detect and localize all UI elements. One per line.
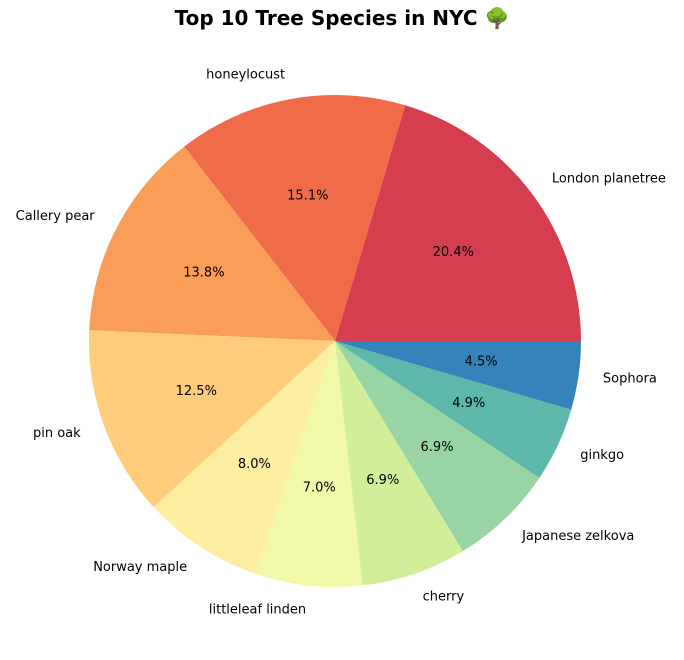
category-label-japanese-zelkova: Japanese zelkova xyxy=(521,529,634,544)
category-label-pin-oak: pin oak xyxy=(33,426,81,441)
percent-label-honeylocust: 15.1% xyxy=(287,188,328,203)
category-label-littleleaf-linden: littleleaf linden xyxy=(209,603,306,618)
pie-slices xyxy=(89,95,581,587)
category-label-cherry: cherry xyxy=(423,590,465,605)
pie-slice-norway-maple xyxy=(153,341,335,574)
pie-slice-cherry xyxy=(335,341,463,586)
percent-label-ginkgo: 4.9% xyxy=(452,396,485,411)
category-labels: London planetree honeylocust Callery pear p… xyxy=(16,68,666,618)
pie-slice-japanese-zelkova xyxy=(335,341,540,552)
percent-label-cherry: 6.9% xyxy=(366,473,399,488)
percent-label-sophora: 4.5% xyxy=(465,354,498,369)
category-label-sophora: Sophora xyxy=(603,372,657,387)
category-label-ginkgo: ginkgo xyxy=(580,448,624,463)
category-label-norway-maple: Norway maple xyxy=(93,560,187,575)
pie-slice-ginkgo xyxy=(335,341,572,478)
percent-label-pin-oak: 12.5% xyxy=(176,384,217,399)
chart-title: Top 10 Tree Species in NYC 🌳 xyxy=(174,6,510,30)
percent-label-callery-pear: 13.8% xyxy=(183,266,224,281)
percent-labels: 20.4% 15.1% 13.8% 12.5% 8.0% 7.0% 6.9% 6.9% 4.9%… xyxy=(176,188,498,495)
pie-slice-callery-pear xyxy=(89,146,335,341)
category-label-london-planetree: London planetree xyxy=(552,172,666,187)
pie-slice-honeylocust xyxy=(184,95,406,341)
pie-slice-pin-oak xyxy=(89,330,335,508)
pie-slice-london-planetree xyxy=(335,105,581,341)
category-label-callery-pear: Callery pear xyxy=(16,209,96,224)
category-label-honeylocust: honeylocust xyxy=(206,68,285,83)
pie-slice-littleleaf-linden xyxy=(256,341,363,587)
percent-label-littleleaf-linden: 7.0% xyxy=(303,480,336,495)
pie-slice-sophora xyxy=(335,341,581,410)
percent-label-london-planetree: 20.4% xyxy=(433,245,474,260)
percent-label-japanese-zelkova: 6.9% xyxy=(421,440,454,455)
percent-label-norway-maple: 8.0% xyxy=(238,457,271,472)
